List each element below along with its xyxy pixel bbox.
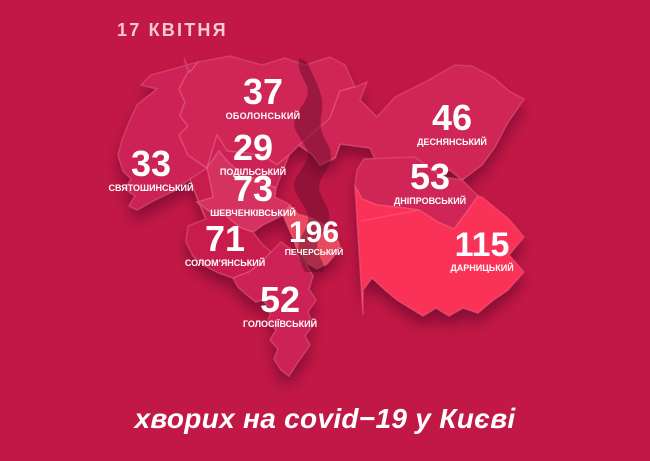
svg-text:ГОЛОСІЇВСЬКИЙ: ГОЛОСІЇВСЬКИЙ [243, 318, 317, 329]
svg-text:ПЕЧЕРСЬКИЙ: ПЕЧЕРСЬКИЙ [285, 246, 344, 257]
svg-text:53: 53 [410, 156, 450, 197]
svg-text:ШЕВЧЕНКІВСЬКИЙ: ШЕВЧЕНКІВСЬКИЙ [210, 207, 296, 218]
svg-text:115: 115 [455, 226, 510, 264]
svg-text:ОБОЛОНСЬКИЙ: ОБОЛОНСЬКИЙ [226, 110, 301, 121]
svg-text:33: 33 [131, 143, 171, 184]
svg-text:29: 29 [233, 127, 273, 168]
svg-text:52: 52 [260, 279, 300, 320]
svg-text:46: 46 [432, 97, 472, 138]
svg-text:ДАРНИЦЬКИЙ: ДАРНИЦЬКИЙ [450, 262, 513, 273]
svg-text:СОЛОМ'ЯНСЬКИЙ: СОЛОМ'ЯНСЬКИЙ [185, 257, 265, 268]
svg-text:ДНІПРОВСЬКИЙ: ДНІПРОВСЬКИЙ [394, 195, 466, 206]
svg-text:73: 73 [233, 168, 273, 209]
svg-text:37: 37 [243, 71, 283, 112]
svg-text:ДЕСНЯНСЬКИЙ: ДЕСНЯНСЬКИЙ [417, 136, 487, 147]
svg-text:СВЯТОШИНСЬКИЙ: СВЯТОШИНСЬКИЙ [109, 182, 194, 193]
svg-text:71: 71 [205, 218, 245, 259]
svg-text:196: 196 [289, 216, 339, 249]
